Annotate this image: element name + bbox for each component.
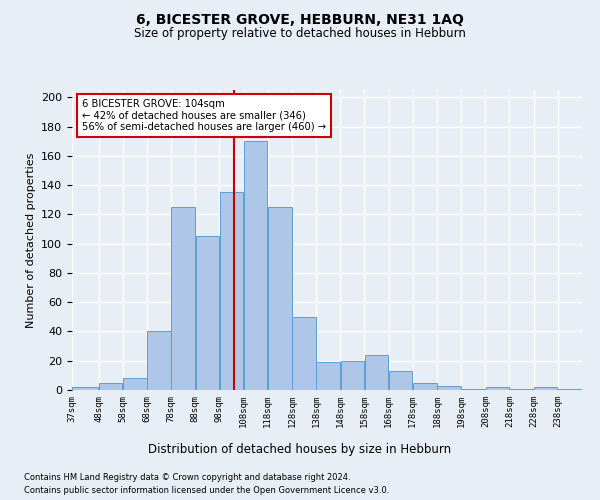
Bar: [558, 388, 581, 390]
Bar: [365, 355, 388, 390]
Bar: [99, 382, 122, 390]
Bar: [172, 207, 195, 390]
Bar: [461, 388, 485, 390]
Bar: [534, 387, 557, 390]
Bar: [268, 207, 292, 390]
Text: Contains public sector information licensed under the Open Government Licence v3: Contains public sector information licen…: [24, 486, 389, 495]
Text: Size of property relative to detached houses in Hebburn: Size of property relative to detached ho…: [134, 28, 466, 40]
Bar: [220, 192, 243, 390]
Bar: [316, 362, 340, 390]
Bar: [413, 382, 437, 390]
Bar: [244, 141, 268, 390]
Bar: [389, 371, 412, 390]
Bar: [292, 317, 316, 390]
Bar: [510, 388, 533, 390]
Text: 6, BICESTER GROVE, HEBBURN, NE31 1AQ: 6, BICESTER GROVE, HEBBURN, NE31 1AQ: [136, 12, 464, 26]
Bar: [73, 387, 98, 390]
Y-axis label: Number of detached properties: Number of detached properties: [26, 152, 35, 328]
Bar: [123, 378, 146, 390]
Bar: [147, 332, 171, 390]
Bar: [437, 386, 461, 390]
Bar: [485, 387, 509, 390]
Bar: [341, 360, 364, 390]
Text: Contains HM Land Registry data © Crown copyright and database right 2024.: Contains HM Land Registry data © Crown c…: [24, 472, 350, 482]
Bar: [196, 236, 219, 390]
Text: 6 BICESTER GROVE: 104sqm
← 42% of detached houses are smaller (346)
56% of semi-: 6 BICESTER GROVE: 104sqm ← 42% of detach…: [82, 99, 326, 132]
Text: Distribution of detached houses by size in Hebburn: Distribution of detached houses by size …: [148, 442, 452, 456]
